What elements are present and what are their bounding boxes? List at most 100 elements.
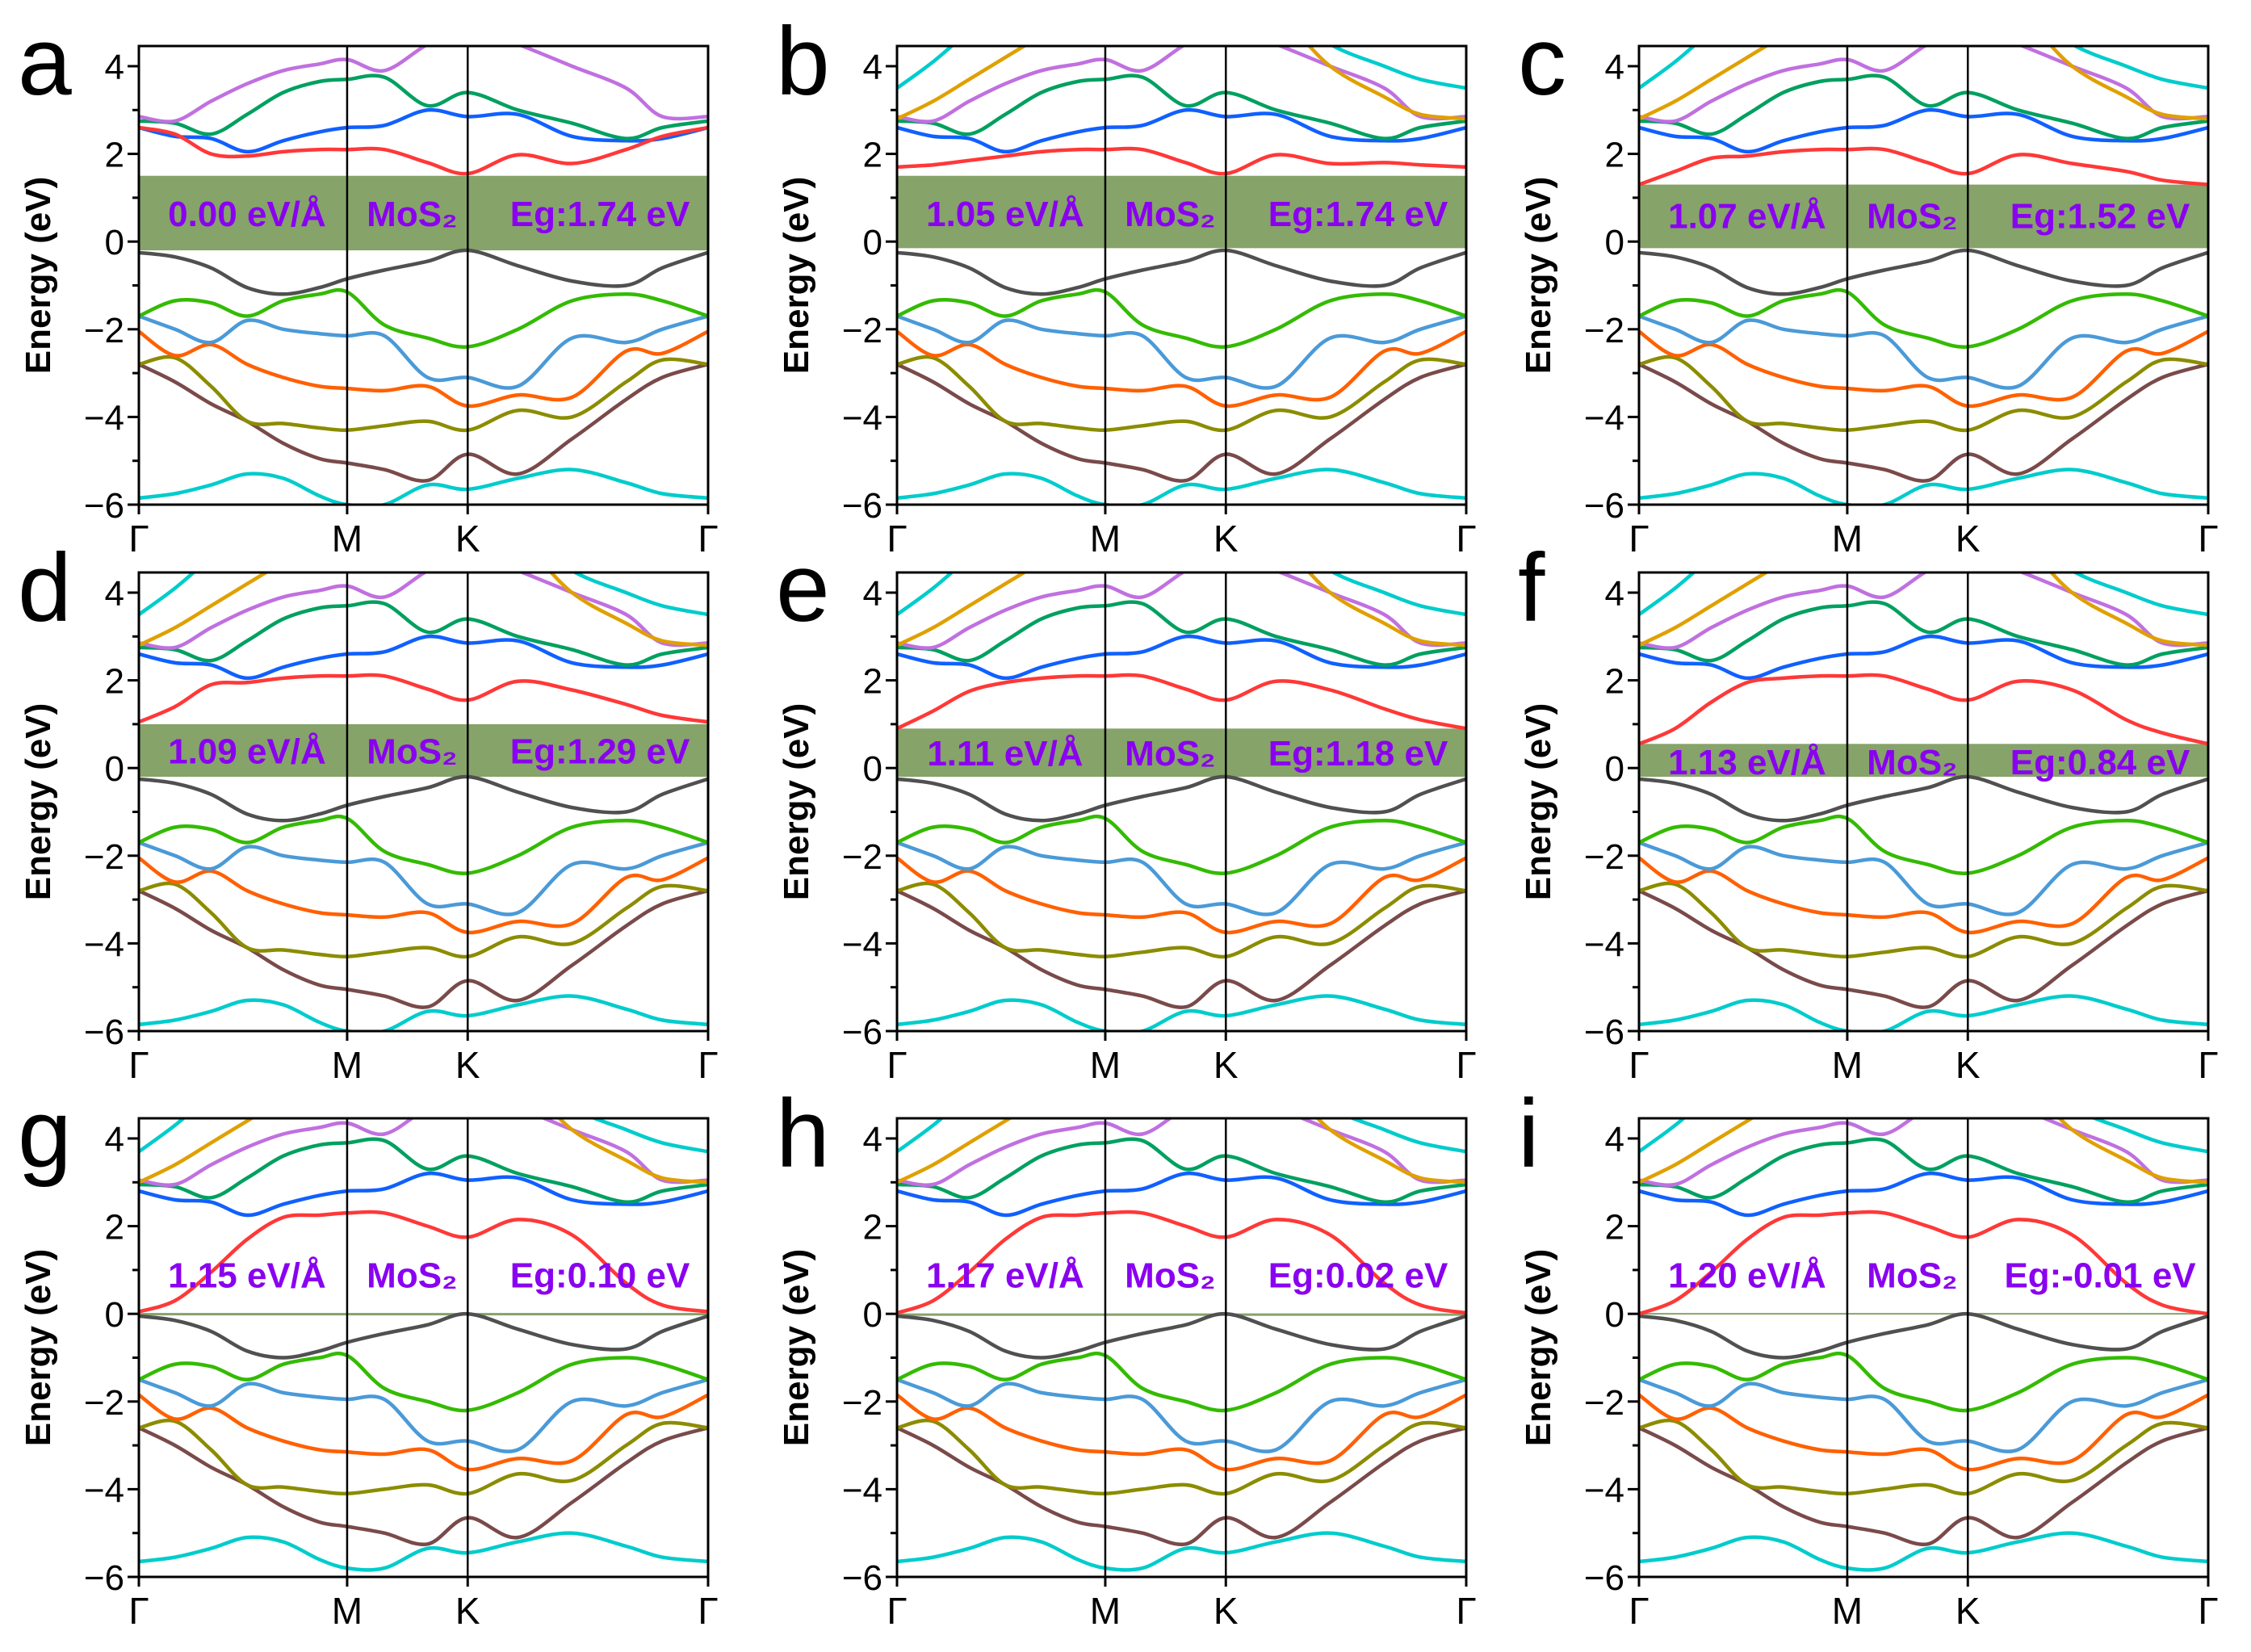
band-line-valence-1 [1639,287,2208,349]
band-line-valence-1 [139,814,708,875]
k-point-label: M [332,1044,363,1086]
y-tick-label: −6 [842,486,882,526]
band-gap-box [897,175,1466,249]
k-point-label: K [1214,1044,1239,1086]
band-line-valence-4 [139,354,708,433]
band-gap-label: Eg:0.02 eV [1268,1256,1448,1295]
y-tick-label: 2 [1605,136,1624,175]
y-tick-label: 0 [1605,1295,1624,1335]
band-line-conduction-3 [139,1137,708,1204]
band-line-valence-6 [897,994,1466,1031]
k-point-label: K [1955,1590,1981,1632]
band-line-valence-5 [1639,1426,2208,1546]
band-line-valence-1 [1639,1352,2208,1413]
y-tick-label: 2 [1605,662,1624,702]
band-line-valence-5 [139,889,708,1009]
y-tick-label: −4 [84,398,124,438]
material-label: MoS₂ [1867,743,1957,782]
band-line-valence-1 [1639,814,2208,875]
k-point-label: K [1955,1044,1981,1086]
y-tick-label: −6 [1584,486,1624,526]
band-line-conduction-5 [897,1118,1466,1184]
k-point-label: Γ [128,518,149,560]
band-line-conduction-1 [139,673,708,724]
band-line-conduction-5 [897,46,1466,121]
y-tick-label: −2 [842,311,882,350]
y-axis-label: Energy (eV) [19,703,58,901]
y-axis-label: Energy (eV) [777,703,816,901]
panel-i: −6 −4 −2 0 2 4 Γ M K Γ Energy (eV) i 1.20 eV/Å MoS₂ Eg… [1518,1080,2219,1632]
k-point-label: K [455,518,480,560]
band-line-conduction-5 [1639,572,2208,648]
band-line-valence-3 [139,1393,708,1472]
electric-field-label: 1.17 eV/Å [926,1256,1084,1295]
k-point-label: M [332,518,363,560]
band-line-valence-top [139,774,708,823]
band-line-conduction-2 [1639,1171,2208,1218]
band-line-conduction-1 [897,673,1466,731]
y-tick-label: 4 [1605,48,1624,87]
band-line-valence-2 [139,314,708,390]
band-line-valence-4 [139,1418,708,1496]
band-line-conduction-4 [139,1118,708,1187]
band-line-valence-4 [1639,881,2208,959]
band-line-conduction-3 [1639,1137,2208,1204]
k-point-label: Γ [128,1044,149,1086]
plot-frame [137,571,710,1033]
k-point-label: K [1955,518,1981,560]
band-line-valence-1 [897,1352,1466,1413]
y-tick-label: 4 [105,48,124,87]
band-line-conduction-6 [1639,1118,2208,1154]
band-line-conduction-3 [897,73,1466,140]
y-tick-label: 0 [105,1295,124,1335]
band-line-conduction-3 [897,600,1466,667]
electric-field-label: 0.00 eV/Å [168,195,326,234]
band-line-conduction-4 [1639,572,2208,650]
k-point-label: M [1832,518,1863,560]
panel-c: −6 −4 −2 0 2 4 Γ M K Γ Energy (eV) c 1.07 eV/Å MoS₂ Eg… [1518,7,2219,560]
y-axis-label: Energy (eV) [19,177,58,375]
y-tick-label: 0 [1605,749,1624,789]
k-point-label: Γ [1629,1044,1649,1086]
y-tick-label: −6 [842,1013,882,1052]
band-line-valence-top [1639,248,2208,296]
band-line-valence-6 [139,1531,708,1572]
k-point-label: M [332,1590,363,1632]
band-line-conduction-2 [897,107,1466,154]
y-tick-label: 4 [105,1120,124,1159]
band-line-conduction-4 [897,1118,1466,1187]
band-line-valence-4 [897,1418,1466,1496]
band-line-conduction-6 [139,572,708,617]
panel-letter: c [1518,7,1566,115]
k-point-label: Γ [1456,1044,1476,1086]
y-tick-label: 4 [1605,574,1624,614]
band-line-valence-5 [897,363,1466,483]
band-line-conduction-4 [1639,1118,2208,1187]
k-point-label: Γ [698,1044,718,1086]
band-line-valence-3 [897,1393,1466,1472]
panel-d: −6 −4 −2 0 2 4 Γ M K Γ Energy (eV) d 1.09 eV/Å MoS₂ Eg… [18,534,719,1086]
band-line-valence-1 [897,287,1466,349]
band-line-conduction-3 [139,73,708,140]
band-gap-box [897,728,1466,778]
y-tick-label: 2 [863,136,882,175]
electric-field-label: 1.13 eV/Å [1668,743,1826,782]
y-tick-label: −2 [84,1383,124,1423]
plot-frame [895,1117,1468,1579]
band-line-valence-top [897,248,1466,296]
band-line-valence-6 [1639,1531,2208,1572]
band-line-valence-4 [1639,354,2208,433]
y-tick-label: 0 [863,1295,882,1335]
material-label: MoS₂ [1867,197,1957,237]
band-line-conduction-1 [139,125,708,176]
k-point-label: M [1090,1044,1121,1086]
panel-letter: d [18,534,72,642]
bands [897,46,1466,505]
plot-frame [1637,571,2210,1033]
y-tick-label: 2 [863,1208,882,1247]
band-gap-box [139,175,708,251]
band-gap-label: Eg:0.10 eV [510,1256,690,1295]
band-line-conduction-1 [1639,1210,2208,1316]
electric-field-label: 1.05 eV/Å [926,195,1084,234]
band-line-conduction-5 [139,572,708,648]
